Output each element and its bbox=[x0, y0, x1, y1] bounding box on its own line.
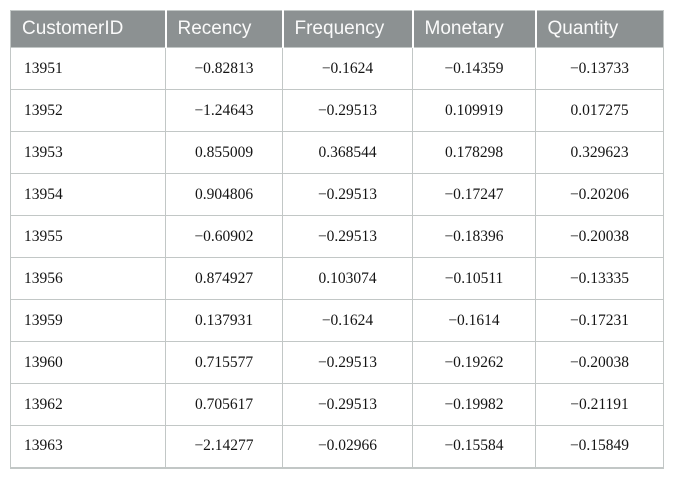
value-cell: −2.14277 bbox=[165, 425, 283, 468]
value-cell: 0.178298 bbox=[412, 131, 536, 174]
table-row: 13953 0.855009 0.368544 0.178298 0.329623 bbox=[10, 131, 664, 174]
customer-id-cell: 13954 bbox=[10, 173, 166, 216]
value-cell: −0.60902 bbox=[165, 215, 283, 258]
customer-id-cell: 13956 bbox=[10, 257, 166, 300]
value-cell: −0.13335 bbox=[535, 257, 664, 300]
value-cell: −0.21191 bbox=[535, 383, 664, 426]
column-header-frequency: Frequency bbox=[281, 10, 413, 48]
value-cell: 0.904806 bbox=[165, 173, 283, 216]
value-cell: −0.1624 bbox=[282, 299, 413, 342]
table-row: 13959 0.137931 −0.1624 −0.1614 −0.17231 bbox=[10, 299, 664, 342]
customer-id-cell: 13960 bbox=[10, 341, 166, 384]
value-cell: −0.20206 bbox=[535, 173, 664, 216]
value-cell: −0.19982 bbox=[412, 383, 536, 426]
value-cell: 0.705617 bbox=[165, 383, 283, 426]
table-row: 13956 0.874927 0.103074 −0.10511 −0.13335 bbox=[10, 257, 664, 300]
column-header-quantity: Quantity bbox=[534, 10, 664, 48]
value-cell: −0.20038 bbox=[535, 215, 664, 258]
customer-id-cell: 13952 bbox=[10, 89, 166, 132]
value-cell: −0.15584 bbox=[412, 425, 536, 468]
value-cell: −0.15849 bbox=[535, 425, 664, 468]
value-cell: −0.17231 bbox=[535, 299, 664, 342]
value-cell: −0.1624 bbox=[282, 47, 413, 90]
table-row: 13955 −0.60902 −0.29513 −0.18396 −0.20038 bbox=[10, 215, 664, 258]
customer-id-cell: 13963 bbox=[10, 425, 166, 468]
value-cell: 0.874927 bbox=[165, 257, 283, 300]
table-row: 13952 −1.24643 −0.29513 0.109919 0.017275 bbox=[10, 89, 664, 132]
customer-id-cell: 13955 bbox=[10, 215, 166, 258]
value-cell: −0.29513 bbox=[282, 215, 413, 258]
table-row: 13951 −0.82813 −0.1624 −0.14359 −0.13733 bbox=[10, 47, 664, 90]
value-cell: −0.19262 bbox=[412, 341, 536, 384]
column-header-customerid: CustomerID bbox=[10, 10, 166, 48]
value-cell: −0.29513 bbox=[282, 89, 413, 132]
value-cell: −0.1614 bbox=[412, 299, 536, 342]
value-cell: 0.103074 bbox=[282, 257, 413, 300]
column-header-recency: Recency bbox=[164, 10, 283, 48]
value-cell: 0.368544 bbox=[282, 131, 413, 174]
value-cell: −0.17247 bbox=[412, 173, 536, 216]
table-row: 13954 0.904806 −0.29513 −0.17247 −0.20206 bbox=[10, 173, 664, 216]
value-cell: 0.109919 bbox=[412, 89, 536, 132]
value-cell: −0.02966 bbox=[282, 425, 413, 468]
header-row: CustomerID Recency Frequency Monetary Qu… bbox=[10, 10, 664, 48]
table-header: CustomerID Recency Frequency Monetary Qu… bbox=[10, 10, 664, 48]
value-cell: −0.13733 bbox=[535, 47, 664, 90]
column-header-monetary: Monetary bbox=[411, 10, 536, 48]
table-row: 13963 −2.14277 −0.02966 −0.15584 −0.15849 bbox=[10, 425, 664, 468]
customer-id-cell: 13951 bbox=[10, 47, 166, 90]
table-row: 13960 0.715577 −0.29513 −0.19262 −0.20038 bbox=[10, 341, 664, 384]
value-cell: −0.18396 bbox=[412, 215, 536, 258]
value-cell: 0.715577 bbox=[165, 341, 283, 384]
value-cell: −0.82813 bbox=[165, 47, 283, 90]
value-cell: 0.855009 bbox=[165, 131, 283, 174]
customer-id-cell: 13959 bbox=[10, 299, 166, 342]
customer-id-cell: 13962 bbox=[10, 383, 166, 426]
value-cell: 0.137931 bbox=[165, 299, 283, 342]
value-cell: −0.29513 bbox=[282, 341, 413, 384]
value-cell: −0.29513 bbox=[282, 383, 413, 426]
table-row: 13962 0.705617 −0.29513 −0.19982 −0.21191 bbox=[10, 383, 664, 426]
value-cell: 0.017275 bbox=[535, 89, 664, 132]
value-cell: −1.24643 bbox=[165, 89, 283, 132]
customer-rfm-table-container: CustomerID Recency Frequency Monetary Qu… bbox=[10, 10, 664, 469]
value-cell: −0.20038 bbox=[535, 341, 664, 384]
customer-id-cell: 13953 bbox=[10, 131, 166, 174]
value-cell: 0.329623 bbox=[535, 131, 664, 174]
value-cell: −0.29513 bbox=[282, 173, 413, 216]
table-body: 13951 −0.82813 −0.1624 −0.14359 −0.13733 1395… bbox=[10, 47, 664, 468]
value-cell: −0.14359 bbox=[412, 47, 536, 90]
value-cell: −0.10511 bbox=[412, 257, 536, 300]
customer-rfm-table: CustomerID Recency Frequency Monetary Qu… bbox=[10, 10, 664, 469]
